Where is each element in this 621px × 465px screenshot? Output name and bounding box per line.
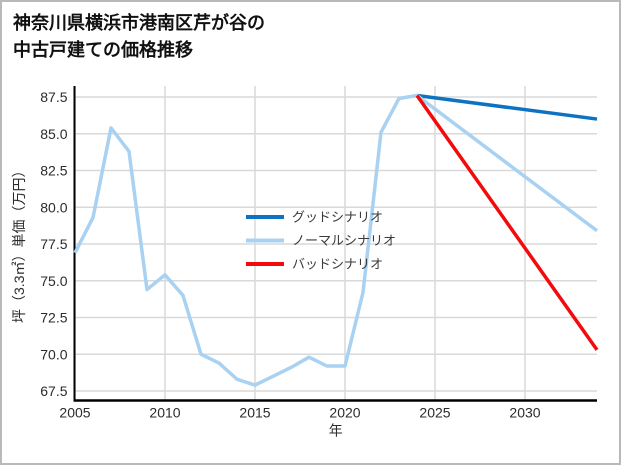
x-tick-label: 2010	[149, 405, 180, 421]
series-line-good	[416, 93, 598, 121]
y-tick-label: 85.0	[40, 126, 67, 142]
x-tick-label: 2015	[239, 405, 270, 421]
legend-label-0: グッドシナリオ	[292, 210, 383, 225]
x-tick-label: 2025	[419, 405, 450, 421]
y-tick-label: 87.5	[40, 89, 67, 105]
legend-label-2: バッドシナリオ	[292, 257, 383, 272]
series-line-bad	[415, 94, 599, 351]
y-tick-label: 67.5	[40, 383, 67, 399]
y-tick-label: 77.5	[40, 236, 67, 252]
legend-label-1: ノーマルシナリオ	[292, 233, 396, 248]
y-axis-title: 坪（3.3㎡）単価（万円）	[11, 164, 27, 323]
y-tick-label: 82.5	[40, 163, 67, 179]
chart-title-line1: 神奈川県横浜市港南区芹が谷の	[13, 13, 265, 33]
x-axis-title: 年	[329, 423, 343, 439]
x-tick-label: 2030	[509, 405, 540, 421]
y-tick-label: 75.0	[40, 273, 67, 289]
chart-title-line2: 中古戸建ての価格推移	[13, 40, 193, 60]
y-tick-label: 80.0	[40, 199, 67, 215]
chart-title: 神奈川県横浜市港南区芹が谷の 中古戸建ての価格推移	[13, 10, 265, 64]
x-tick-label: 2020	[329, 405, 360, 421]
y-tick-label: 72.5	[40, 310, 67, 326]
x-tick-label: 2005	[59, 405, 90, 421]
y-tick-label: 70.0	[40, 346, 67, 362]
series-line-normal	[73, 93, 599, 387]
